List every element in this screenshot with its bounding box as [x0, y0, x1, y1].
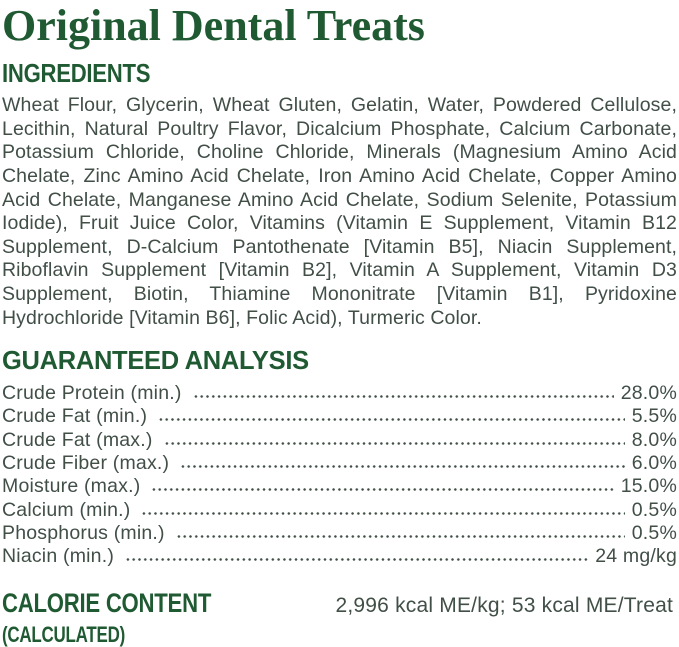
table-row: Calcium (min.) 0.5% — [2, 499, 677, 522]
ingredients-heading-text: INGREDIENTS — [2, 58, 151, 89]
analysis-row-label: Crude Protein (min.) — [2, 382, 182, 405]
dot-leader — [175, 533, 625, 539]
calorie-value: 2,996 kcal ME/kg; 53 kcal ME/Treat — [335, 593, 673, 617]
ingredients-heading: INGREDIENTS — [2, 60, 677, 86]
guaranteed-analysis-heading-text: GUARANTEED ANALYSIS — [2, 345, 309, 376]
analysis-row-label: Niacin (min.) — [2, 545, 115, 568]
ingredients-section: INGREDIENTS Wheat Flour, Glycerin, Wheat… — [2, 60, 677, 330]
calorie-headings: CALORIE CONTENT (CALCULATED) — [2, 587, 257, 647]
analysis-row-label: Crude Fat (max.) — [2, 428, 153, 451]
calorie-calculated-subheading: (CALCULATED) — [2, 621, 257, 647]
calorie-content-heading: CALORIE CONTENT — [2, 587, 257, 618]
guaranteed-analysis-heading: GUARANTEED ANALYSIS — [2, 347, 677, 373]
table-row: Crude Fat (min.) 5.5% — [2, 405, 677, 428]
analysis-row-label: Calcium (min.) — [2, 498, 131, 521]
analysis-row-label: Crude Fat (min.) — [2, 405, 148, 428]
analysis-row-value: 0.5% — [631, 498, 677, 521]
analysis-row-label: Crude Fiber (max.) — [2, 452, 170, 475]
guaranteed-analysis-table: Crude Protein (min.) 28.0% Crude Fat (mi… — [2, 382, 677, 568]
table-row: Crude Fat (max.) 8.0% — [2, 429, 677, 452]
dot-leader — [163, 440, 625, 446]
calorie-content-heading-text: CALORIE CONTENT — [2, 587, 212, 618]
analysis-row-value: 24 mg/kg — [595, 545, 677, 568]
analysis-row-label: Moisture (max.) — [2, 475, 141, 498]
dot-leader — [141, 510, 625, 516]
dot-leader — [158, 417, 625, 423]
analysis-row-label: Phosphorus (min.) — [2, 521, 165, 544]
analysis-row-value: 8.0% — [631, 428, 677, 451]
table-row: Niacin (min.) 24 mg/kg — [2, 545, 677, 568]
analysis-row-value: 15.0% — [620, 475, 677, 498]
table-row: Phosphorus (min.) 0.5% — [2, 522, 677, 545]
ingredients-text: Wheat Flour, Glycerin, Wheat Gluten, Gel… — [2, 94, 677, 329]
analysis-row-value: 5.5% — [631, 405, 677, 428]
analysis-row-value: 6.0% — [631, 452, 677, 475]
dot-leader — [125, 557, 589, 563]
dot-leader — [151, 487, 614, 493]
calorie-content-section: CALORIE CONTENT (CALCULATED) 2,996 kcal … — [2, 587, 677, 647]
dot-leader — [180, 464, 625, 470]
guaranteed-analysis-section: GUARANTEED ANALYSIS Crude Protein (min.)… — [2, 347, 677, 568]
product-title: Original Dental Treats — [2, 1, 425, 50]
dot-leader — [192, 394, 614, 400]
calorie-calculated-subheading-text: (CALCULATED) — [2, 621, 126, 647]
analysis-row-value: 28.0% — [620, 382, 677, 405]
table-row: Moisture (max.) 15.0% — [2, 475, 677, 498]
analysis-row-value: 0.5% — [631, 521, 677, 544]
table-row: Crude Protein (min.) 28.0% — [2, 382, 677, 405]
table-row: Crude Fiber (max.) 6.0% — [2, 452, 677, 475]
